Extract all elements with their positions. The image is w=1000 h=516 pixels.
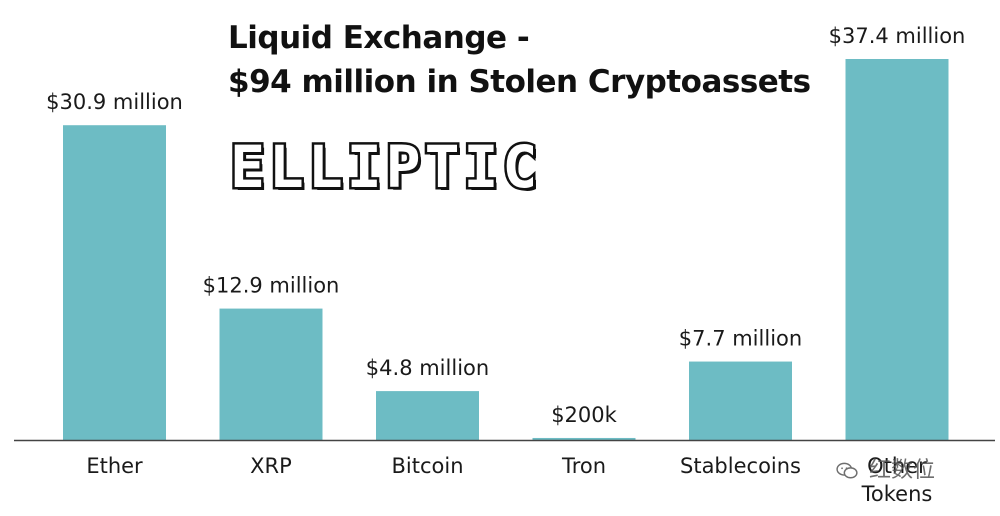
category-label: Other Tokens xyxy=(861,454,933,506)
data-label: $7.7 million xyxy=(679,327,802,351)
watermark-text: 红数位 xyxy=(869,458,936,483)
data-label: $4.8 million xyxy=(366,356,489,380)
bar-ether xyxy=(63,125,166,440)
elliptic-logo: ELLIPTIC xyxy=(227,133,542,201)
category-label: XRP xyxy=(250,454,292,478)
chart-title-block: Liquid Exchange - $94 million in Stolen … xyxy=(228,16,811,104)
chart-title: Liquid Exchange - xyxy=(228,20,530,56)
bar-tron xyxy=(532,437,636,440)
category-label: Stablecoins xyxy=(680,454,801,478)
wechat-icon xyxy=(836,462,858,479)
bar-stablecoins xyxy=(689,361,792,440)
data-label: $12.9 million xyxy=(203,274,340,298)
category-label: Tron xyxy=(561,454,606,478)
bar-xrp xyxy=(219,308,323,440)
watermark: 红数位 xyxy=(836,452,935,484)
data-label: $200k xyxy=(551,403,617,427)
bar-bitcoin xyxy=(376,391,479,440)
chart-subtitle: $94 million in Stolen Cryptoassets xyxy=(228,64,811,100)
data-label: $30.9 million xyxy=(46,90,183,114)
category-label: Ether xyxy=(86,454,143,478)
category-label: Bitcoin xyxy=(391,454,463,478)
data-label: $37.4 million xyxy=(829,24,966,48)
bar-other-tokens xyxy=(845,59,949,440)
